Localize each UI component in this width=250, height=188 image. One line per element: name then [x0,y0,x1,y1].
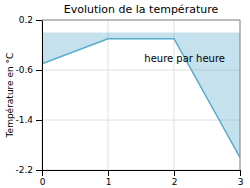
area [42,33,240,158]
x-tick-label: 2 [172,177,178,187]
y-tick-mark [36,70,42,71]
x-tick-mark [108,170,109,176]
x-tick-label: 0 [40,177,46,187]
grid-line-x [108,20,109,170]
y-tick: 0.2 [19,15,42,25]
x-tick: 2 [172,170,178,187]
x-tick-mark [174,170,175,176]
y-tick-mark [36,120,42,121]
grid-line-y [42,20,240,21]
y-tick-label: -0.6 [15,65,33,75]
y-tick: -1.4 [15,115,42,125]
y-tick-label: -2.2 [15,165,33,175]
plot: 0 1 2 3 0.2 -0.6 -1.4 -2.2 heure par heure [15,15,243,187]
chart: 0 1 2 3 0.2 -0.6 -1.4 -2.2 heure par heure Evolut… [0,0,250,188]
y-tick-label: -1.4 [15,115,33,125]
grid-line-x [174,20,175,170]
x-tick-label: 1 [106,177,112,187]
y-tick-mark [36,170,42,171]
y-tick-label: 0.2 [19,15,33,25]
x-tick-label: 3 [238,177,244,187]
title: Evolution de la température [64,3,219,16]
frame-top [42,20,240,21]
grid [42,20,240,170]
y-tick: -0.6 [15,65,42,75]
grid-line-y [42,120,240,121]
x-tick: 3 [238,170,244,187]
y-axis-title: Température en °C [5,53,15,139]
axis-line [43,171,241,177]
grid-line-x [240,20,241,170]
y-axis: 0.2 -0.6 -1.4 -2.2 [15,15,42,175]
x-tick: 1 [106,170,112,187]
x-tick: 0 [40,170,46,187]
y-tick: -2.2 [15,165,42,175]
x-axis: 0 1 2 3 [40,170,244,187]
annotation: heure par heure [144,53,225,64]
line [42,39,240,158]
marks [42,33,240,158]
x-tick-mark [240,170,241,176]
axis-line [36,21,43,171]
frame-right [240,20,241,170]
y-tick-mark [36,20,42,21]
